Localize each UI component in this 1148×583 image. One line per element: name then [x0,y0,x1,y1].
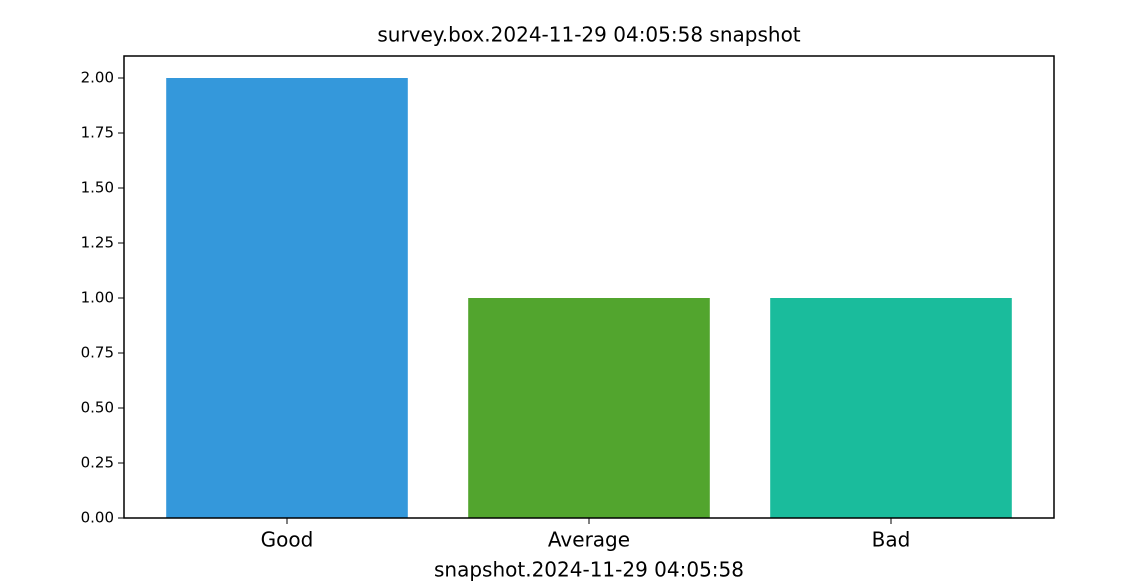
x-tick-label: Bad [872,528,911,552]
y-tick-label: 1.25 [81,234,114,252]
x-axis-label: snapshot.2024-11-29 04:05:58 [434,558,744,582]
x-tick-label: Good [261,528,314,552]
bar [468,298,710,518]
y-tick-label: 1.50 [81,179,114,197]
bar [166,78,408,518]
y-tick-label: 0.00 [81,509,114,527]
y-tick-label: 0.50 [81,399,114,417]
y-tick-label: 1.75 [81,124,114,142]
chart-title: survey.box.2024-11-29 04:05:58 snapshot [377,23,800,47]
y-tick-label: 1.00 [81,289,114,307]
bar [770,298,1012,518]
y-tick-label: 0.25 [81,454,114,472]
plot-frame [123,55,1055,519]
x-tick-label: Average [548,528,630,552]
y-tick-label: 0.75 [81,344,114,362]
y-tick-label: 2.00 [81,69,114,87]
